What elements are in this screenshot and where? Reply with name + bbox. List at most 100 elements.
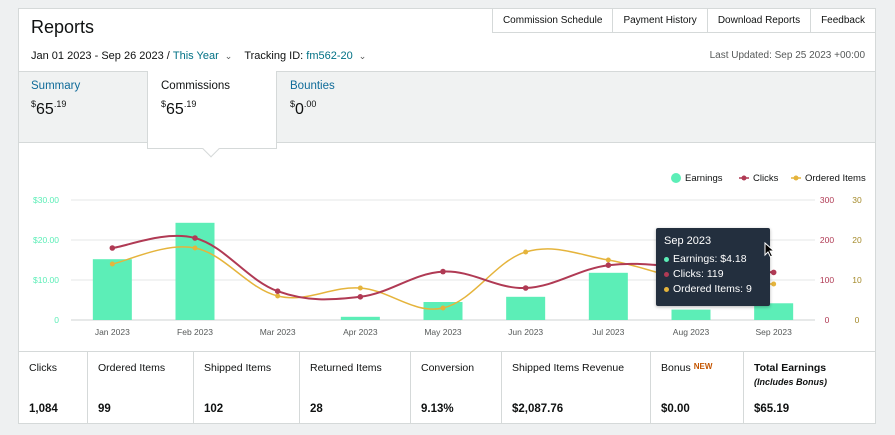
left-axis-tick: $30.00 (33, 195, 59, 205)
date-range-selector[interactable]: Jan 01 2023 - Sep 26 2023 / This Year ⌄ (31, 50, 232, 62)
date-preset: This Year (172, 50, 219, 62)
stats-row: Clicks 1,084 Ordered Items 99 Shipped It… (19, 351, 875, 423)
x-axis-tick: Apr 2023 (343, 327, 378, 337)
left-axis-tick: $20.00 (33, 235, 59, 245)
right-axis-clicks-tick: 100 (820, 275, 834, 285)
clicks-point (605, 262, 612, 268)
date-range-text: Jan 01 2023 - Sep 26 2023 / (31, 50, 170, 62)
stat-sublabel: (Includes Bonus) (754, 377, 828, 387)
tooltip-ordered: Ordered Items: 9 (664, 283, 762, 295)
x-axis-tick: Jan 2023 (95, 327, 130, 337)
stat-value: 99 (98, 403, 111, 415)
earnings-bar (671, 309, 711, 320)
clicks-point (192, 235, 198, 241)
tab-summary[interactable]: Summary $65.19 (31, 80, 80, 119)
clicks-point (522, 285, 529, 291)
legend-ordered-dot-icon (793, 175, 799, 181)
ordered-dot-icon (664, 286, 669, 292)
earnings-bar (754, 303, 794, 320)
ordered-items-point (771, 281, 777, 287)
chart-area: $30.00 300 30 $20.00 200 20 $10.00 100 10 0 0 0 Jan … (19, 149, 875, 349)
stat-clicks: Clicks 1,084 (19, 352, 88, 423)
stat-conversion: Conversion 9.13% (411, 352, 502, 423)
commission-schedule-button[interactable]: Commission Schedule (491, 8, 614, 33)
clicks-dot-icon (664, 271, 669, 277)
download-reports-button[interactable]: Download Reports (706, 8, 812, 33)
last-updated-text: Last Updated: Sep 25 2023 +00:00 (709, 50, 865, 61)
tracking-id-value: fm562-20 (306, 50, 353, 62)
tab-amount: $0.00 (290, 99, 317, 118)
tab-amount: $65.19 (161, 99, 197, 118)
x-axis-tick: Mar 2023 (260, 327, 296, 337)
chevron-down-icon: ⌄ (358, 50, 367, 61)
right-axis-clicks-tick: 0 (825, 315, 830, 325)
chart-tooltip: Sep 2023 Earnings: $4.18 Clicks: 119 Ord… (656, 228, 770, 306)
ordered-items-point (440, 305, 446, 311)
stat-value: 1,084 (29, 403, 58, 415)
clicks-point (274, 288, 281, 294)
stat-label: Shipped Items Revenue (512, 362, 625, 374)
feedback-button[interactable]: Feedback (810, 8, 876, 33)
earnings-bar (423, 302, 463, 320)
stat-shipped-items: Shipped Items 102 (194, 352, 300, 423)
right-axis-clicks-tick: 300 (820, 195, 834, 205)
earnings-bar (588, 272, 628, 320)
tracking-label: Tracking ID: (244, 50, 304, 62)
clicks-point (357, 294, 364, 300)
earnings-chart: $30.00 300 30$20.00 200 20$10.00 100 100 0 0Jan … (33, 173, 866, 337)
chevron-down-icon: ⌄ (224, 50, 233, 61)
ordered-items-point (275, 293, 281, 299)
x-axis-tick: Feb 2023 (177, 327, 213, 337)
right-axis-ordered-tick: 0 (855, 315, 860, 325)
new-badge: NEW (693, 362, 713, 371)
ordered-items-point (357, 285, 363, 291)
tracking-id-selector[interactable]: Tracking ID: fm562-20 ⌄ (244, 50, 366, 62)
stat-label: Total Earnings (Includes Bonus) (754, 362, 865, 387)
earnings-bar (340, 316, 380, 320)
legend-label: Ordered Items (805, 173, 866, 184)
earnings-bar (92, 259, 132, 320)
stat-value: $65.19 (754, 403, 790, 415)
stat-label: Clicks (29, 362, 57, 374)
x-axis-tick: May 2023 (424, 327, 462, 337)
earnings-dot-icon (664, 256, 669, 262)
stat-value: 102 (204, 403, 224, 415)
right-axis-ordered-tick: 30 (852, 195, 862, 205)
stat-value: 9.13% (421, 403, 454, 415)
stat-shipped-revenue: Shipped Items Revenue $2,087.76 (502, 352, 651, 423)
stat-label: Returned Items (310, 362, 382, 374)
tab-bounties[interactable]: Bounties $0.00 (290, 80, 335, 119)
legend-label: Clicks (753, 173, 779, 184)
tab-label: Summary (31, 80, 81, 92)
ordered-items-point (192, 245, 198, 251)
right-axis-ordered-tick: 20 (852, 235, 862, 245)
report-tabs: Summary $65.19 Commissions $65.19 Bounti… (19, 71, 875, 158)
clicks-point (440, 268, 446, 275)
stat-label: Bonus NEW (661, 362, 713, 374)
stat-returned-items: Returned Items 28 (300, 352, 411, 423)
clicks-point (109, 245, 116, 251)
stat-value: $0.00 (661, 403, 690, 415)
payment-history-button[interactable]: Payment History (612, 8, 708, 33)
stat-label: Shipped Items (204, 362, 272, 374)
stat-value: $2,087.76 (512, 403, 564, 415)
left-axis-tick: 0 (54, 315, 59, 325)
reports-panel: Reports Commission Schedule Payment Hist… (18, 8, 876, 424)
x-axis-tick: Sep 2023 (755, 327, 792, 337)
stat-label: Ordered Items (98, 362, 166, 374)
top-button-group: Commission Schedule Payment History Down… (491, 8, 876, 33)
ordered-items-point (109, 261, 115, 267)
x-axis-tick: Jul 2023 (592, 327, 624, 337)
tab-commissions[interactable]: Commissions $65.19 (147, 71, 277, 158)
x-axis-tick: Jun 2023 (508, 327, 543, 337)
ordered-items-point (605, 257, 611, 263)
ordered-items-point (523, 249, 529, 255)
legend-earnings-icon (671, 173, 681, 183)
filter-row: Jan 01 2023 - Sep 26 2023 / This Year ⌄ … (31, 50, 366, 62)
stat-bonus: Bonus NEW $0.00 (651, 352, 744, 423)
mouse-pointer-icon (764, 242, 776, 258)
tooltip-title: Sep 2023 (664, 235, 712, 247)
tooltip-earnings: Earnings: $4.18 (664, 253, 762, 265)
tab-label: Commissions (161, 80, 231, 92)
clicks-point (770, 269, 777, 276)
